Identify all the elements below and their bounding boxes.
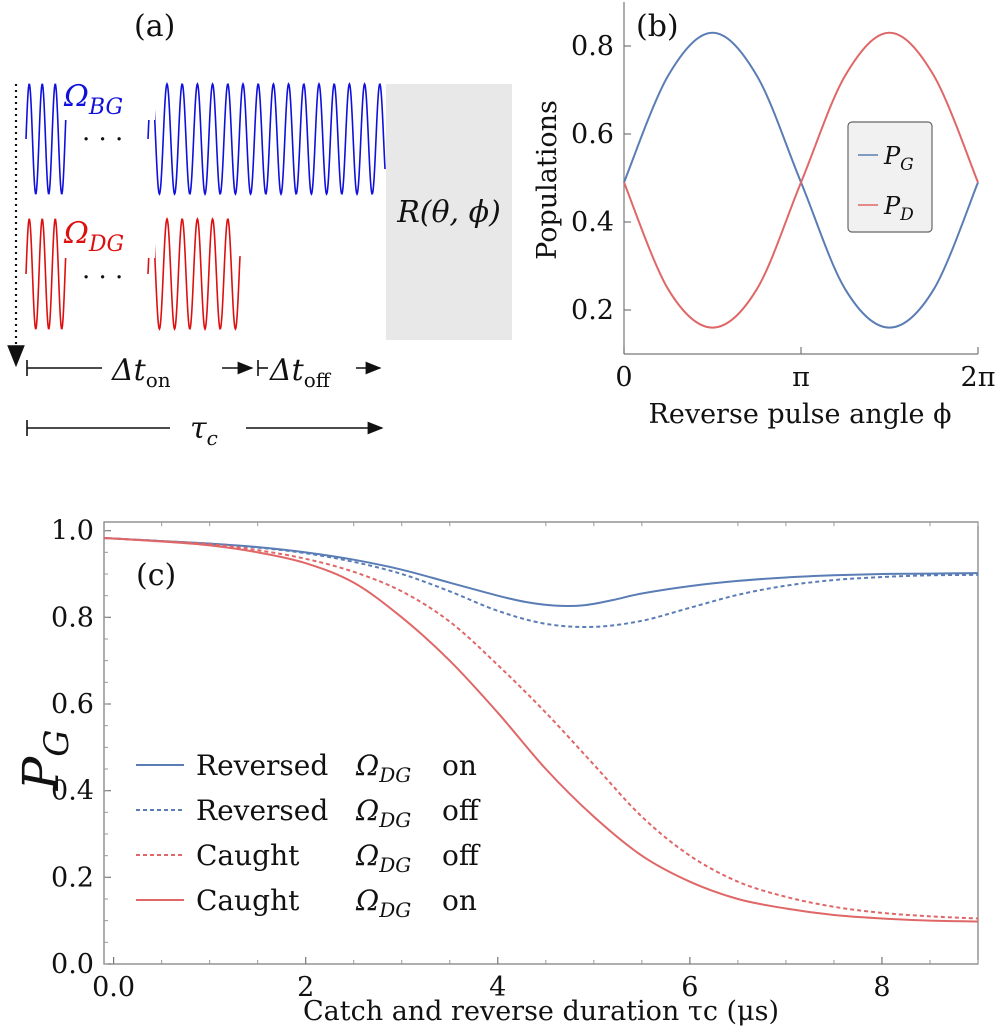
omega-dg-label: ΩDG: [63, 216, 124, 257]
y-tick-label: 0.8: [51, 602, 94, 633]
y-tick-label: 0.6: [571, 119, 614, 150]
omega-dg-label-bg: [63, 216, 155, 258]
omega-dg-pulse-short: [25, 218, 67, 330]
panel-b-y-axis-label: Populations: [532, 100, 563, 260]
y-tick-label: 0.4: [571, 207, 614, 238]
x-tick-label: 0: [615, 362, 632, 393]
panel-b-label: (b): [636, 9, 679, 44]
series-line-2: [103, 537, 979, 920]
y-tick-label: 0.0: [51, 949, 94, 980]
legend-label-1: Reversed: [196, 794, 328, 827]
ellipsis-bg: · · ·: [82, 125, 123, 155]
panel-c-x-axis-label: Catch and reverse duration τc (μs): [303, 996, 779, 1027]
omega-bg-label: ΩBG: [63, 79, 123, 120]
panel-a-label: (a): [134, 9, 175, 44]
y-tick-label: 0.2: [51, 862, 94, 893]
panel-a: (a) ΩBG ΩDG · · · · · · R(θ, ϕ) Δton Δto…: [7, 9, 512, 450]
legend-omega-0: ΩDG: [355, 749, 411, 787]
panel-c-label: (c): [136, 558, 176, 593]
dt-on-label: Δton: [111, 353, 171, 392]
legend-omega-3: ΩDG: [355, 884, 411, 922]
y-tick-label: 0.2: [571, 295, 614, 326]
plot-frame: [103, 521, 979, 965]
x-tick-label: π: [792, 362, 810, 393]
omega-bg-label-bg: [63, 78, 155, 120]
legend-state-0: on: [442, 749, 477, 782]
legend-state-1: off: [442, 794, 481, 827]
omega-bg-pulse-short: [25, 83, 67, 195]
dt-off-label: Δtoff: [269, 353, 332, 392]
ellipsis-dg: · · ·: [82, 263, 123, 293]
series-line-3: [103, 537, 979, 923]
legend-omega-2: ΩDG: [355, 839, 411, 877]
series-line-1: [623, 31, 979, 329]
panel-c-chart: (c) 0.0 0.2 0.4 0.6 0.8 1.0 0.0 2 4 6 8 PG Catch and…: [12, 516, 979, 1027]
legend-state-3: on: [442, 884, 477, 917]
y-tick-label: 1.0: [51, 516, 94, 547]
x-tick-label: 2π: [961, 362, 996, 393]
panel-b-x-axis-label: Reverse pulse angle ϕ: [649, 399, 952, 430]
omega-dg-pulse-long: [147, 216, 241, 332]
legend-label-0: Reversed: [196, 749, 328, 782]
x-tick-label: 8: [873, 972, 890, 1003]
series-line-1: [103, 537, 979, 628]
tau-label: τc: [190, 411, 218, 450]
omega-bg-pulse-long: [147, 81, 386, 197]
legend-label-d: PD: [883, 192, 914, 225]
rotation-label: R(θ, ϕ): [396, 195, 501, 230]
x-tick-label: 0.0: [92, 972, 135, 1003]
panel-b-chart: (b) 0.2 0.4 0.6 0.8 0 π 2π Populations Reverse p…: [532, 2, 995, 430]
legend-label-2: Caught: [196, 839, 300, 872]
x-tick-label: 2: [297, 972, 314, 1003]
x-tick-label: 6: [681, 972, 698, 1003]
x-tick-label: 4: [489, 972, 506, 1003]
y-tick-label: 0.4: [51, 776, 94, 807]
y-tick-label: 0.6: [51, 689, 94, 720]
legend-state-2: off: [442, 839, 481, 872]
legend-label-g: PG: [883, 142, 914, 175]
rotation-box: [386, 84, 512, 340]
legend-label-3: Caught: [196, 884, 300, 917]
legend-omega-1: ΩDG: [355, 794, 411, 832]
y-tick-label: 0.8: [571, 31, 614, 62]
panel-c-y-axis-label: PG: [12, 730, 77, 792]
